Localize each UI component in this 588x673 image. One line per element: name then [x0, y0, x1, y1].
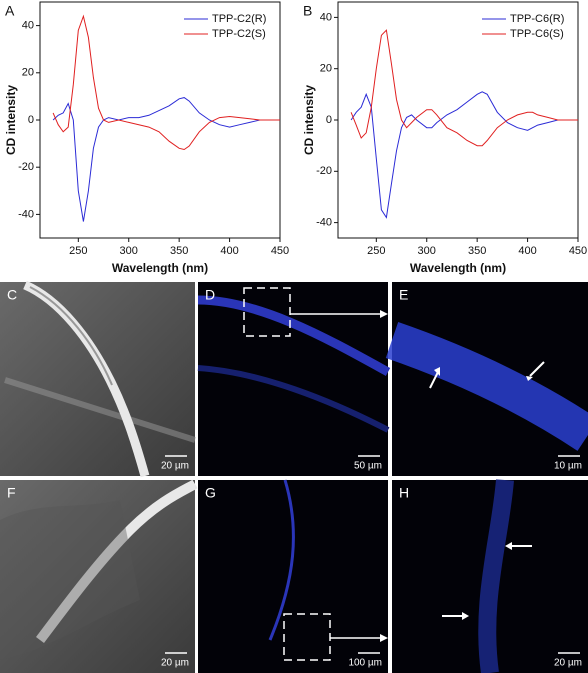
- fiber: [197, 365, 390, 433]
- x-axis-label: Wavelength (nm): [410, 261, 506, 275]
- y-axis-label: CD intensity: [302, 85, 316, 155]
- legend-label: TPP-C2(S): [212, 28, 266, 40]
- y-axis-label: CD intensity: [4, 85, 18, 155]
- scale-bar-label: 20 µm: [161, 658, 189, 669]
- fiber: [4, 377, 196, 443]
- panel-label: H: [399, 485, 409, 501]
- x-tick-label: 250: [367, 245, 385, 257]
- x-tick-label: 300: [418, 245, 436, 257]
- fiber: [385, 322, 588, 451]
- y-tick-label: -20: [18, 161, 34, 173]
- panel-label: E: [399, 287, 408, 303]
- scale-bar-label: 50 µm: [354, 461, 382, 472]
- x-tick-label: 350: [170, 245, 188, 257]
- y-tick-label: 20: [320, 63, 332, 75]
- arrow: [529, 361, 545, 377]
- film: [0, 500, 140, 660]
- x-tick-label: 450: [569, 245, 587, 257]
- x-tick-label: 250: [69, 245, 87, 257]
- sem-image: [0, 282, 195, 476]
- arrow: [380, 634, 388, 642]
- scale-bar-label: 10 µm: [554, 461, 582, 472]
- fiber: [29, 286, 113, 386]
- data-line: [350, 91, 578, 219]
- image-panels: [0, 280, 588, 673]
- arrow: [380, 310, 388, 318]
- panel-label: D: [205, 287, 215, 303]
- arrow: [434, 367, 440, 376]
- x-tick-label: 400: [220, 245, 238, 257]
- legend-label: TPP-C2(R): [212, 13, 266, 25]
- sem-image: [0, 480, 195, 673]
- y-tick-label: -40: [316, 217, 332, 229]
- zoom-box: [283, 613, 331, 661]
- scale-bar-label: 20 µm: [554, 658, 582, 669]
- scale-bar-label: 100 µm: [348, 658, 382, 669]
- x-tick-label: 350: [468, 245, 486, 257]
- arrow: [526, 376, 533, 381]
- fiber: [478, 479, 514, 673]
- arrow: [505, 542, 512, 550]
- x-tick-label: 450: [271, 245, 289, 257]
- panel-label: B: [303, 3, 312, 19]
- zoom-box: [243, 287, 291, 337]
- arrow: [462, 612, 469, 620]
- x-tick-label: 400: [518, 245, 536, 257]
- y-tick-label: 0: [28, 114, 34, 126]
- x-tick-label: 300: [120, 245, 138, 257]
- panel-label: F: [7, 485, 16, 501]
- legend-label: TPP-C6(R): [510, 13, 564, 25]
- y-tick-label: -20: [316, 165, 332, 177]
- data-line: [52, 14, 280, 151]
- panel-label: A: [5, 3, 15, 19]
- y-tick-label: 40: [320, 11, 332, 23]
- fiber: [268, 479, 295, 641]
- data-line: [52, 97, 280, 222]
- panel-label: G: [205, 485, 216, 501]
- y-tick-label: 40: [22, 20, 34, 32]
- panel-label: C: [7, 287, 17, 303]
- fiber: [36, 479, 198, 644]
- fiber: [197, 295, 391, 376]
- arrow: [429, 371, 439, 389]
- legend-label: TPP-C6(S): [510, 28, 564, 40]
- data-line: [350, 29, 578, 147]
- fluorescence-image: [198, 480, 388, 673]
- scale-bar-label: 20 µm: [161, 461, 189, 472]
- x-axis-label: Wavelength (nm): [112, 261, 208, 275]
- y-tick-label: 20: [22, 67, 34, 79]
- y-tick-label: 0: [326, 114, 332, 126]
- y-tick-label: -40: [18, 208, 34, 220]
- fluorescence-image: [198, 282, 388, 476]
